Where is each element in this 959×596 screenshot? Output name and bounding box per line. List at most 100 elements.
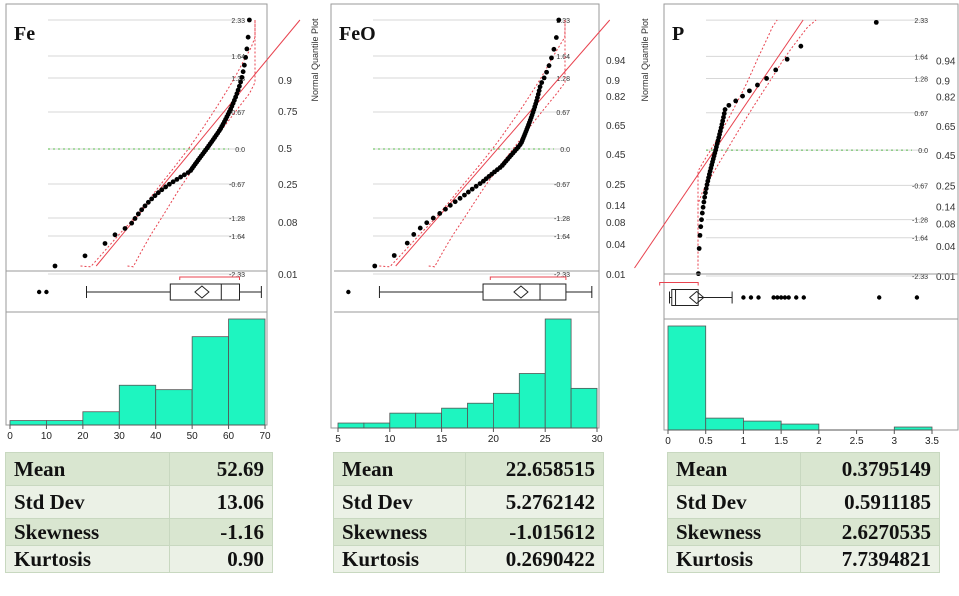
- x-tick-label: 5: [335, 434, 341, 445]
- probability-tick-label: 0.01: [606, 270, 626, 281]
- stat-label: Std Dev: [332, 485, 467, 519]
- probability-tick-label: 0.25: [936, 181, 956, 192]
- quantile-point: [873, 19, 879, 25]
- x-tick-label: 60: [223, 431, 235, 442]
- stat-label: Skewness: [666, 518, 802, 546]
- probability-tick-label: 0.25: [278, 180, 298, 191]
- probability-tick-label: 0.45: [606, 150, 626, 161]
- quantile-point: [457, 195, 463, 201]
- quantile-point: [553, 35, 559, 40]
- probability-tick-label: 0.94: [606, 56, 626, 67]
- quantile-point: [52, 263, 58, 269]
- quantile-point: [465, 189, 471, 195]
- quantile-point: [135, 211, 141, 217]
- outlier-point: [44, 289, 49, 295]
- quantile-point: [720, 118, 726, 124]
- stat-label: Std Dev: [5, 485, 170, 519]
- stat-value: 7.7394821: [800, 545, 940, 573]
- quantile-tick-label: 0.0: [918, 148, 928, 155]
- histogram-bar: [544, 318, 572, 429]
- histogram-bar: [228, 318, 266, 426]
- stat-label: Mean: [5, 452, 170, 486]
- quantile-point: [697, 232, 703, 238]
- quantile-point: [178, 174, 184, 180]
- probability-tick-label: 0.82: [606, 92, 626, 103]
- quantile-tick-label: -1.64: [554, 234, 570, 241]
- stat-label: Kurtosis: [332, 545, 467, 573]
- quantile-point: [170, 179, 176, 185]
- quantile-point: [245, 34, 251, 40]
- quantile-point: [721, 114, 726, 120]
- quantile-tick-label: -0.67: [554, 182, 570, 189]
- stat-label: Mean: [666, 452, 802, 486]
- stat-value: 13.06: [168, 485, 274, 519]
- quantile-tick-label: 2.33: [556, 18, 570, 25]
- quantile-axis-label: Normal Quantile Plot: [640, 18, 650, 102]
- outlier-point: [914, 295, 920, 300]
- quantile-point: [239, 74, 245, 80]
- quantile-tick-label: 2.33: [231, 18, 245, 25]
- quantile-point: [452, 199, 458, 205]
- quantile-point: [417, 225, 423, 231]
- histogram-bar: [667, 325, 707, 431]
- histogram-bar: [441, 407, 468, 429]
- p-distribution-panel: 2.33 1.64 1.28 0.67 0.0 -0.67 -1.28 -1.64 -2.33 0…: [634, 3, 959, 447]
- x-tick-label: 2: [816, 436, 822, 447]
- x-tick-label: 25: [540, 434, 552, 445]
- variable-title: P: [672, 23, 684, 45]
- x-tick-label: 1.5: [774, 436, 788, 447]
- quantile-point: [181, 172, 187, 178]
- quantile-point: [443, 206, 448, 212]
- probability-tick-label: 0.65: [606, 121, 626, 132]
- stat-value: 2.6270535: [800, 518, 940, 546]
- stat-label: Skewness: [332, 518, 467, 546]
- histogram-bar: [155, 389, 193, 426]
- quantile-tick-label: 0.67: [556, 110, 570, 117]
- quantile-point: [556, 17, 562, 23]
- quantile-point: [152, 193, 158, 199]
- quantile-point: [240, 69, 246, 75]
- probability-tick-label: 0.5: [278, 144, 292, 155]
- probability-tick-label: 0.04: [936, 242, 956, 253]
- quantile-point: [541, 75, 547, 81]
- quantile-point: [536, 88, 542, 94]
- quantile-tick-label: -1.28: [912, 218, 928, 225]
- quantile-point: [701, 199, 707, 205]
- quantile-point: [798, 43, 804, 49]
- probability-tick-label: 0.82: [936, 93, 956, 104]
- histogram-bar: [389, 412, 417, 429]
- quantile-point: [462, 192, 467, 198]
- quantile-tick-label: 1.64: [556, 54, 570, 61]
- quantile-tick-label: 0.0: [560, 147, 570, 154]
- histogram-bar: [518, 373, 546, 429]
- x-tick-label: 3.5: [925, 436, 939, 447]
- quantile-point: [477, 181, 483, 187]
- x-tick-label: 30: [591, 434, 603, 445]
- stat-label: Kurtosis: [666, 545, 802, 573]
- fe-distribution-panel: 2.33 1.64 1.28 0.67 0.0 -0.67 -1.28 -1.64 -2.33 0…: [5, 3, 320, 442]
- outlier-point: [346, 289, 351, 295]
- quantile-point: [159, 187, 165, 193]
- x-tick-label: 2.5: [850, 436, 864, 447]
- mean-diamond: [194, 285, 210, 299]
- quantile-tick-label: 0.67: [914, 111, 928, 118]
- x-tick-label: 3: [892, 436, 898, 447]
- panel-frame: [663, 3, 959, 431]
- iqr-box: [671, 289, 699, 306]
- outlier-point: [748, 295, 754, 300]
- stat-value: 22.658515: [465, 452, 604, 486]
- x-tick-label: 70: [259, 431, 271, 442]
- quantile-point: [430, 215, 436, 221]
- quantile-point: [132, 216, 138, 221]
- reference-line: [395, 19, 611, 267]
- quantile-tick-label: 2.33: [914, 18, 928, 25]
- x-tick-label: 10: [384, 434, 396, 445]
- quantile-point: [699, 210, 705, 216]
- quantile-point: [246, 17, 252, 23]
- quantile-tick-label: -2.33: [554, 272, 570, 279]
- quantile-point: [755, 82, 760, 88]
- stat-value: 0.90: [168, 545, 274, 573]
- outlier-point: [794, 295, 799, 300]
- quantile-point: [702, 194, 708, 200]
- quantile-point: [155, 190, 161, 196]
